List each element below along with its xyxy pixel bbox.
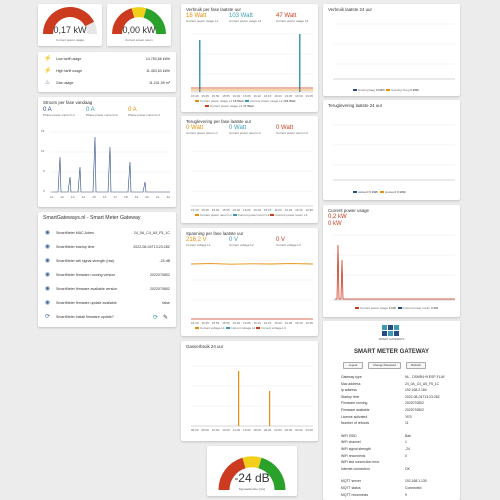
- daily-return-legend: dallaarif 0 kWh piekaarif 0 kWh: [353, 190, 406, 194]
- signal-gauge: [218, 456, 286, 491]
- eye-icon: ◉: [44, 230, 51, 236]
- phases-today-ytick: 5: [43, 169, 45, 173]
- info-row: WiFi SSID Bak: [341, 433, 411, 438]
- smart-gateways-logo: [382, 325, 399, 336]
- info-row: License activated YES: [341, 414, 412, 419]
- gateway-row: ◉ SmartMeter startup time 2022-08-04T13:23…: [44, 244, 170, 250]
- phases-today-card: Stroom per fase vandaag 0 A 0 A 0 A Phas…: [38, 97, 176, 207]
- phase-return-xticks: 15:40 15:45 15:50 15:55 16:00 16:05 16:10 16:15…: [191, 208, 313, 212]
- eye-icon: ◉: [44, 258, 51, 264]
- power-icon: ⚡: [44, 56, 52, 62]
- phase-return-legend: Current power return L1 Current power re…: [195, 213, 307, 217]
- voltage-card: Spanning per fase laatste uur 216,2 V 0 …: [181, 228, 318, 336]
- phases-today-ytick: 10: [41, 149, 45, 153]
- info-row: WiFi reconnects 0: [341, 453, 407, 458]
- gas-card: Gasverbruik 24 uur 06:00 08:00 10:00 12:00 1…: [181, 341, 318, 441]
- info-row: Startup time 2022-08-04T13:23:28Z: [341, 394, 440, 399]
- phases-today-title: Stroom per fase vandaag: [43, 100, 93, 105]
- phase-usage-legend-2: Current power usage L3 47 Watt: [205, 104, 254, 108]
- gateway-row: ◉ SmartMeter firmware available version 20…: [44, 286, 170, 292]
- eye-icon: ◉: [44, 300, 51, 306]
- info-row: WiFi signal strength -24: [341, 447, 410, 451]
- info-row: MQTT server 192.168.1.139: [341, 479, 427, 484]
- gauge-usage-value: 0,17 kW: [53, 25, 87, 35]
- phases-today-v2: 0 A: [86, 107, 95, 113]
- phase-usage-chart: [191, 33, 313, 93]
- voltage-xticks: 15:40 15:45 15:50 15:55 16:00 16:05 16:10 16:15…: [191, 321, 313, 325]
- pin-icon[interactable]: ✎: [162, 315, 168, 321]
- info-row: Ip address 192.168.2.184: [341, 388, 427, 393]
- logout-button[interactable]: Logout: [343, 362, 363, 369]
- meters-card: ⚡ Low tariff usage 14.783,66 kWh ⚡ High …: [38, 52, 176, 92]
- phases-today-chart: [50, 131, 170, 193]
- phases-today-v3: 0 A: [128, 107, 137, 113]
- current-chart: [333, 234, 455, 301]
- gauge-card-return: 0,00 kW Current power return: [107, 4, 171, 46]
- gauge-usage: [43, 7, 97, 35]
- eye-icon: ◉: [44, 244, 51, 250]
- gateway-row[interactable]: ⟳ SmartMeter install firmware update? ⟳ ✎: [44, 314, 168, 321]
- gauge-return: [112, 7, 166, 35]
- daily-use-card: Verbruik laatste 24 uur levering laag 0 …: [323, 4, 460, 96]
- gateway-row: ◉ SmartMeter firmware running version 2022…: [44, 272, 170, 278]
- daily-return-chart: [333, 124, 455, 181]
- series-l1: [52, 136, 170, 193]
- info-row: Firmware available 2022070802: [341, 408, 424, 412]
- info-row: WiFi channel 1: [341, 440, 407, 445]
- info-row: MQTT status Connected: [341, 486, 422, 490]
- phase-return-chart: [191, 150, 313, 207]
- meter-gas: ♨ Gas usage 11.241,59 m³: [44, 80, 170, 86]
- gas-chart: [191, 365, 313, 427]
- meter-high: ⚡ High tariff usage 11.453,63 kWh: [44, 68, 170, 74]
- info-row: Mac address 24_0A_C4_A5_F5_1C: [341, 381, 440, 386]
- phases-today-ytick: 0: [43, 189, 45, 193]
- daily-use-legend: levering laag 0 kWh levering hoog 0 kWh: [353, 88, 419, 92]
- voltage-chart: [190, 259, 314, 320]
- eye-icon: ◉: [44, 286, 51, 292]
- voltage-legend: Current voltage L1 Current voltage L2 Cu…: [195, 326, 286, 330]
- phase-usage-legend: Current power usage L1 18 Watt Current p…: [195, 99, 296, 103]
- phases-today-ytick: 15: [41, 129, 45, 133]
- current-card: Current power usage 0,2 kW 0 kW Current …: [323, 205, 460, 317]
- gas-xticks: 06:00 08:00 10:00 12:00 14:00 16:00 18:00 20:00…: [191, 428, 313, 432]
- gauge-card-usage: 0,17 kW Current power usage: [38, 4, 102, 46]
- phases-today-xticks: 11 12 13 14 15 16 17 18 19 20 21 22: [50, 195, 170, 199]
- signal-card: -24 dB Signaalsterkte (rssi): [207, 446, 297, 496]
- info-row: Internet connection OK: [341, 466, 410, 471]
- gauge-return-label: Current power return: [125, 38, 153, 42]
- gateway-panel: SMART GATEWAYS SMART METER GATEWAY Logou…: [323, 321, 460, 500]
- gateway-card: SmartGateways.nl - Smart Meter Gateway ◉…: [38, 212, 176, 327]
- signal-label: Signaalsterkte (rssi): [238, 487, 266, 491]
- update-icon: ⟳: [44, 314, 51, 320]
- gauge-usage-label: Current power usage: [55, 38, 84, 42]
- daily-use-chart: [333, 23, 455, 80]
- current-legend: Current power usage 0 kW Current power r…: [355, 306, 438, 310]
- phase-usage-title: Verbruik per fase laatste uur: [186, 7, 241, 12]
- phase-return-card: Teruglevering per fase laatste uur 0 Wat…: [181, 116, 318, 223]
- info-row: WiFi last connection error: [341, 460, 380, 465]
- power-icon: ⚡: [44, 68, 52, 74]
- signal-value: -24 dB: [234, 471, 270, 485]
- phase-usage-card: Verbruik per fase laatste uur 18 Watt 10…: [181, 4, 318, 112]
- phases-today-v1: 0 A: [43, 107, 52, 113]
- update-icon[interactable]: ⟳: [152, 315, 158, 321]
- meter-low: ⚡ Low tariff usage 14.783,66 kWh: [44, 56, 170, 62]
- change-password-button[interactable]: Change Password: [368, 362, 401, 369]
- info-row: Gateway type NL - DSMR4+5 ESP-FLAY: [341, 375, 446, 379]
- logo-text: SMART GATEWAYS: [378, 337, 405, 341]
- gateway-row: ◉ SmartMeter firmware update available fal…: [44, 300, 170, 306]
- daily-return-card: Teruglevering laatste 24 uur dallaarif 0…: [323, 100, 460, 200]
- gateway-title: SmartGateways.nl - Smart Meter Gateway: [43, 215, 141, 221]
- panel-title: SMART METER GATEWAY: [353, 349, 429, 355]
- info-row: Firmware running 2022070802: [341, 401, 424, 406]
- refresh-button[interactable]: Refresh: [406, 362, 426, 369]
- eye-icon: ◉: [44, 272, 51, 278]
- fire-icon: ♨: [44, 80, 51, 86]
- phase-usage-xticks: 15:40 15:45 15:50 15:55 16:00 16:05 16:10 16:15…: [191, 94, 313, 98]
- gateway-row: ◉ SmartMeter wifi signal strength (rssi) -…: [44, 258, 170, 264]
- info-row: Number of reboots 11: [341, 421, 409, 426]
- gateway-row: ◉ SmartMeter MAC Adres 24_0A_C4_A5_F5_1C: [44, 230, 170, 236]
- info-row: MQTT reconnects 9: [341, 492, 407, 497]
- gauge-return-value: 0,00 kW: [122, 25, 156, 35]
